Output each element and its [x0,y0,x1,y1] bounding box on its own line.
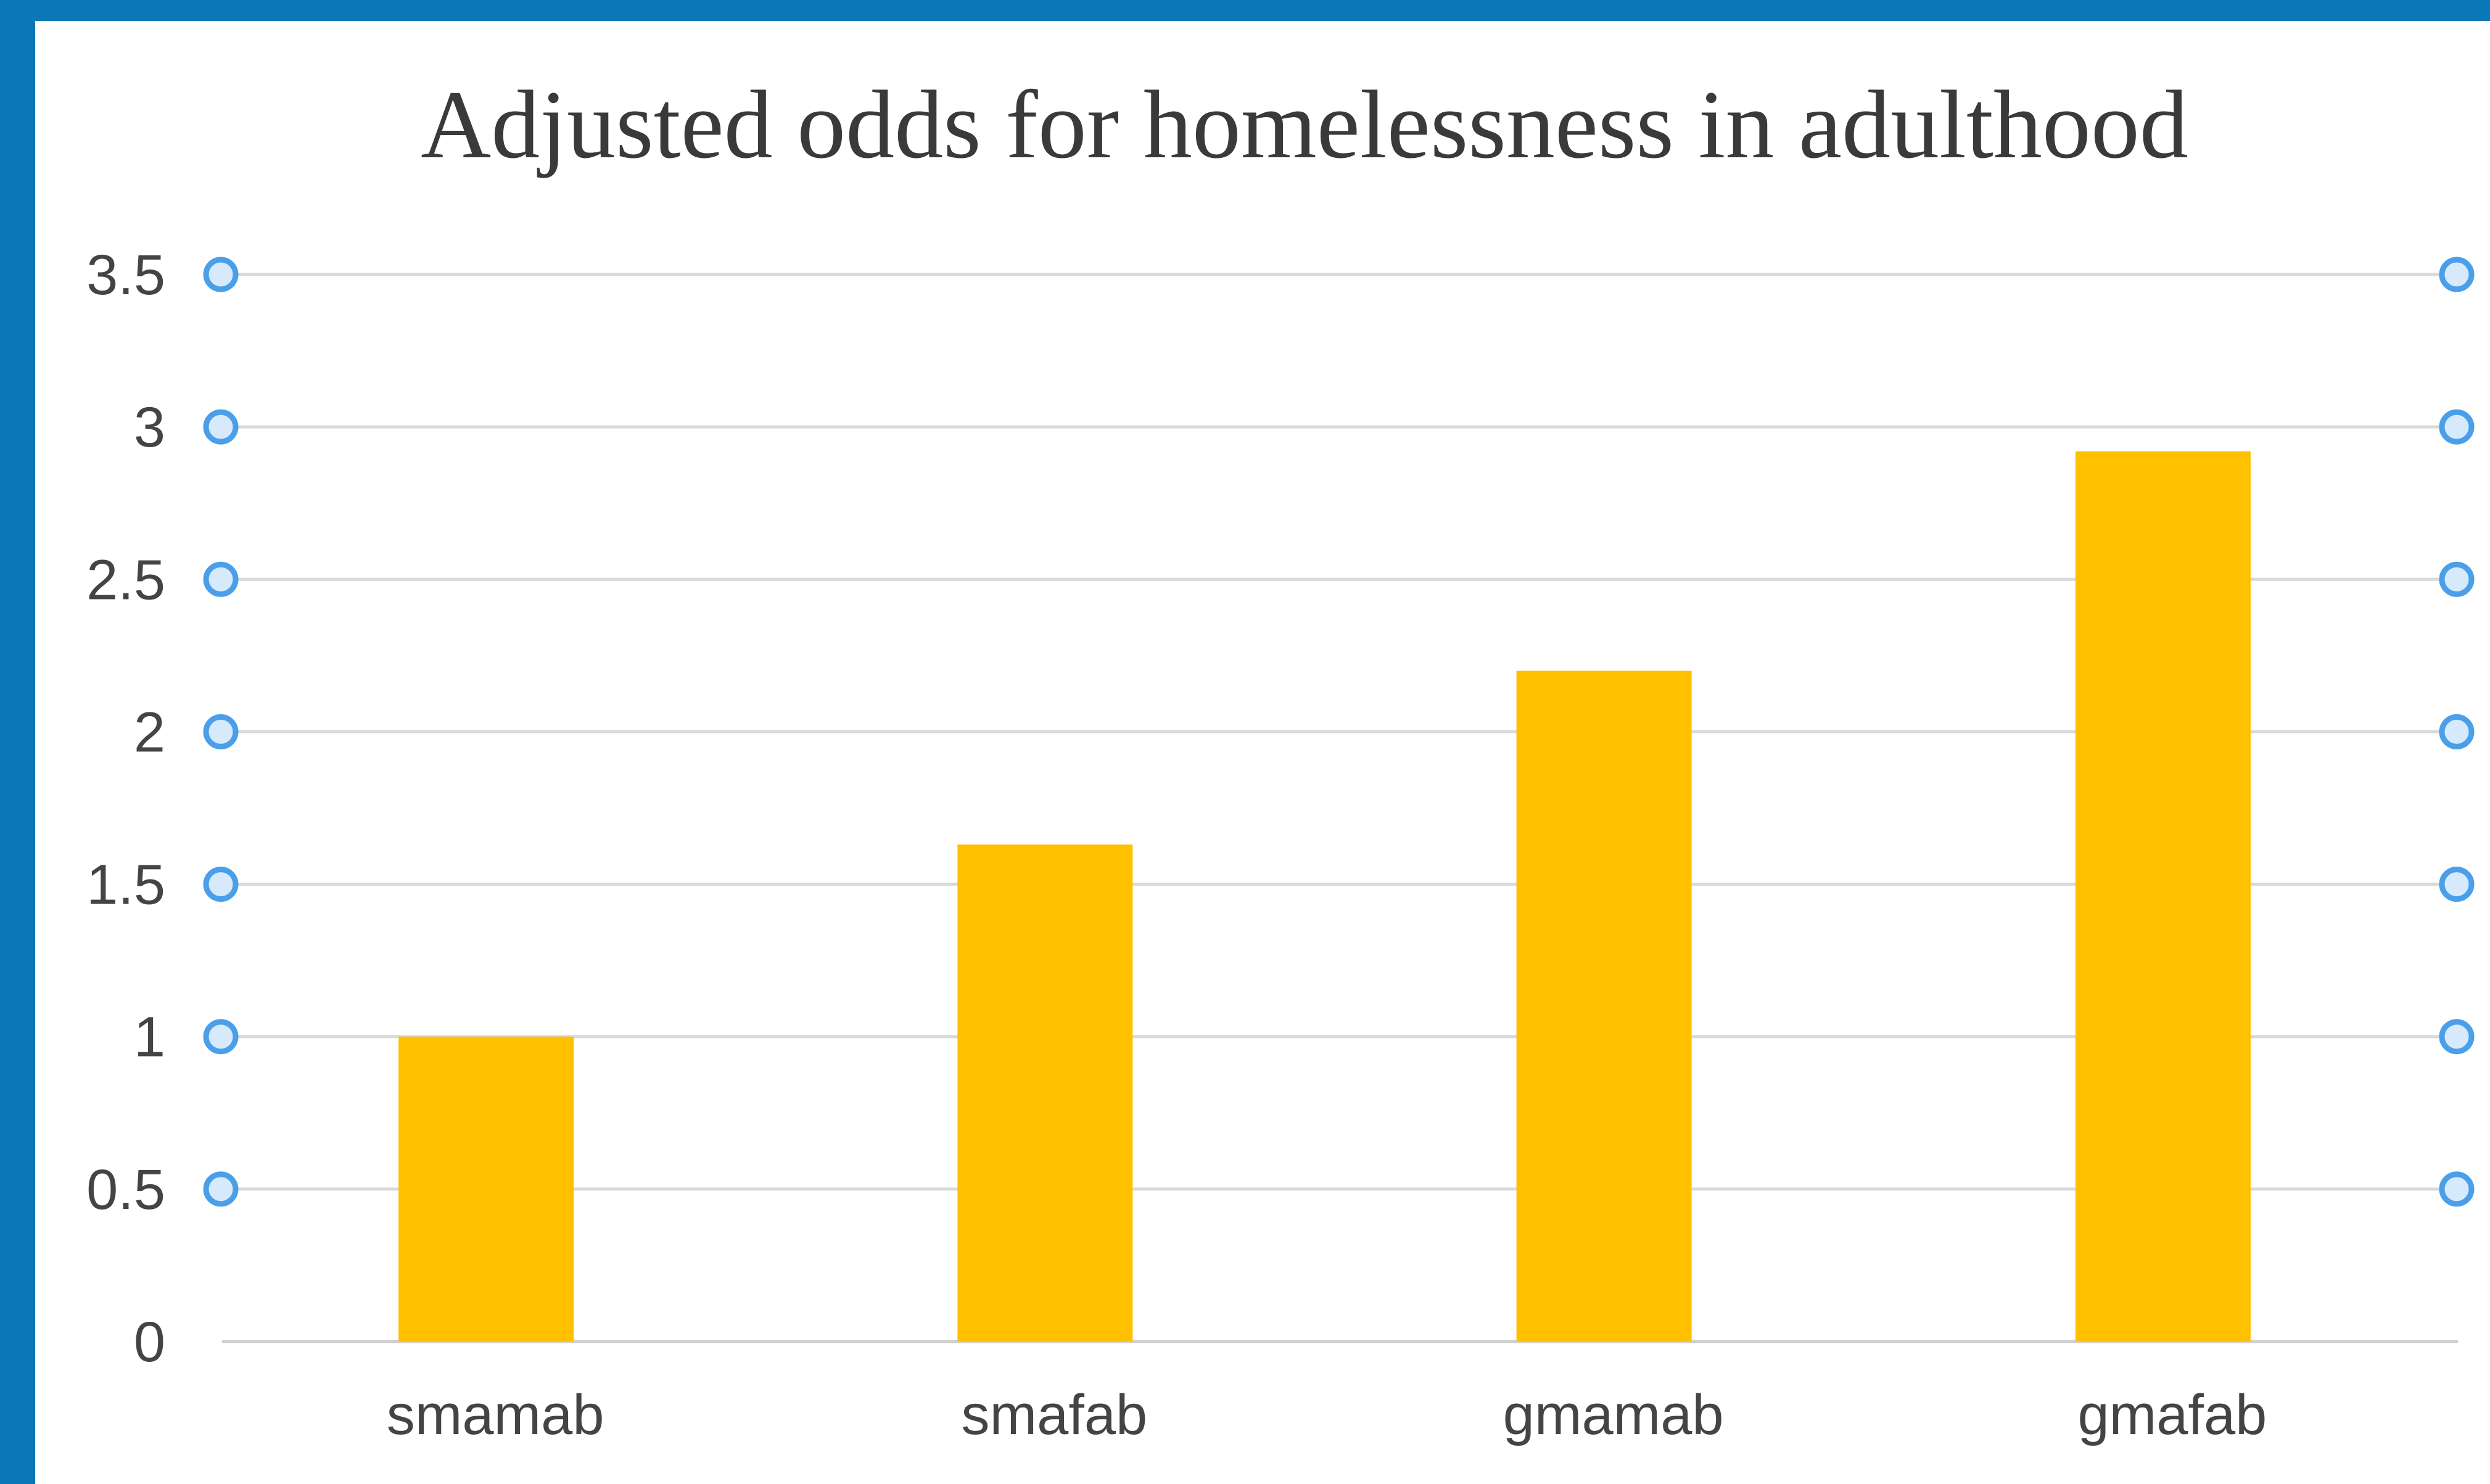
bars [398,451,2251,1342]
x-axis-categories: smamab smafab gmamab gmafab [387,1383,2267,1446]
y-tick-label: 1.5 [86,854,165,917]
y-tick-label: 1 [134,1006,165,1069]
right-gridline-handle[interactable] [2442,412,2471,442]
y-axis-ticks: 0 0.5 1 1.5 2 2.5 3 3.5 [86,244,165,1374]
right-gridline-handle[interactable] [2442,260,2471,289]
left-gridline-handle[interactable] [206,260,236,289]
y-tick-label: 2 [134,701,165,764]
y-tick-label: 0.5 [86,1158,165,1221]
chart-title: Adjusted odds for homelessness in adulth… [421,71,2188,179]
left-gridline-handle[interactable] [206,1174,236,1204]
bar-smamab [398,1037,574,1342]
bar-gmamab [1517,671,1692,1342]
right-gridline-handle[interactable] [2442,1022,2471,1052]
right-gridline-handle[interactable] [2442,870,2471,899]
y-tick-label: 3.5 [86,244,165,307]
left-gridline-handle[interactable] [206,1022,236,1052]
left-gridline-handle[interactable] [206,870,236,899]
left-gridline-handle[interactable] [206,412,236,442]
left-gridline-handle[interactable] [206,564,236,594]
x-category-label: gmafab [2077,1383,2267,1446]
right-gridline-handle[interactable] [2442,717,2471,746]
y-tick-label: 3 [134,396,165,459]
x-category-label: gmamab [1503,1383,1724,1446]
bar-gmafab [2076,451,2251,1342]
x-category-label: smafab [962,1383,1148,1446]
y-tick-label: 2.5 [86,548,165,611]
left-gridline-handle[interactable] [206,717,236,746]
bar-smafab [957,844,1132,1342]
y-tick-label: 0 [134,1311,165,1374]
right-gridline-handle[interactable] [2442,564,2471,594]
x-category-label: smamab [387,1383,604,1446]
right-gridline-handle[interactable] [2442,1174,2471,1204]
